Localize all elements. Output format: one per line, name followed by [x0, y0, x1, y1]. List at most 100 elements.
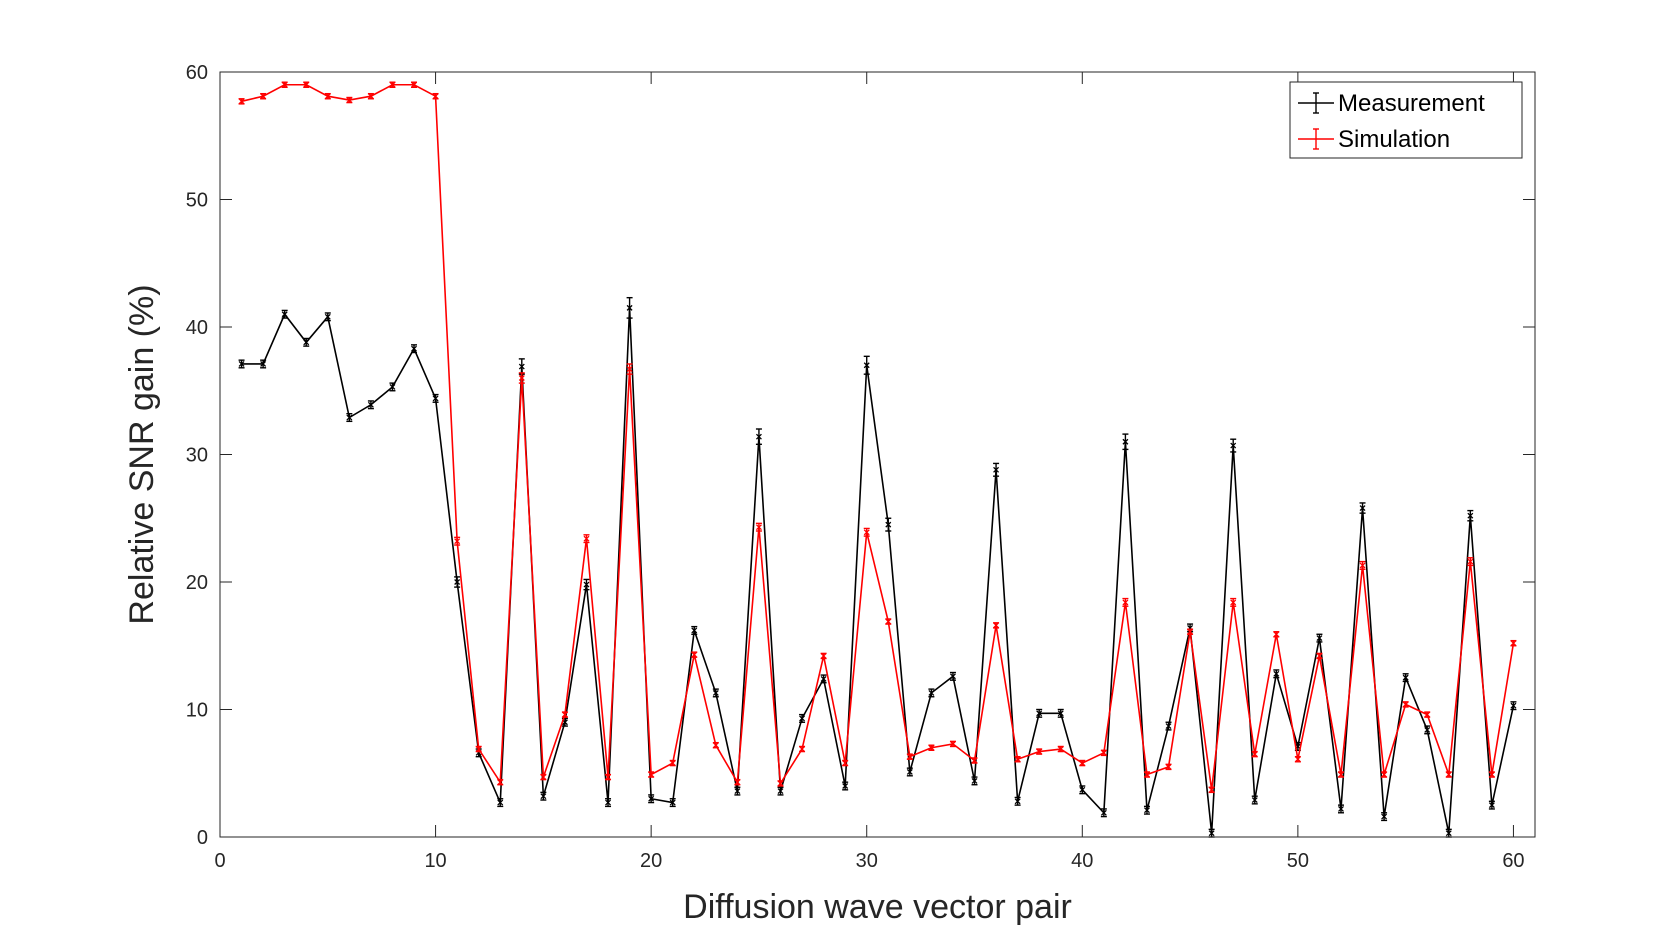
data-point	[1100, 809, 1107, 816]
data-point	[885, 618, 892, 625]
data-point	[1445, 830, 1452, 837]
data-point	[799, 715, 806, 722]
data-point	[1316, 652, 1323, 659]
data-point	[389, 383, 396, 390]
data-point	[518, 363, 525, 370]
data-point	[755, 524, 762, 531]
y-tick-label: 0	[197, 827, 208, 849]
data-point	[324, 93, 331, 100]
data-point	[1251, 797, 1258, 803]
x-tick-label: 40	[1071, 850, 1093, 872]
data-point	[324, 313, 331, 320]
data-point	[475, 746, 482, 752]
data-point	[1510, 640, 1517, 647]
data-point	[1057, 710, 1064, 717]
data-point	[1230, 599, 1237, 606]
data-point	[1079, 760, 1086, 767]
data-point	[1445, 771, 1452, 778]
data-point	[1122, 438, 1129, 445]
series-simulation	[238, 81, 1517, 794]
data-point	[777, 788, 784, 795]
data-point	[1273, 631, 1280, 638]
data-point	[1144, 771, 1150, 778]
data-point	[260, 361, 267, 367]
data-point	[669, 799, 676, 806]
data-point	[1402, 701, 1409, 708]
data-point	[1251, 751, 1258, 758]
data-point	[1273, 670, 1280, 677]
data-point	[1165, 763, 1172, 770]
data-point	[281, 81, 288, 88]
data-point	[1014, 798, 1021, 805]
data-point	[238, 361, 245, 367]
data-point	[303, 81, 310, 88]
data-point	[1165, 723, 1172, 730]
data-point	[906, 769, 913, 775]
legend-label-simulation: Simulation	[1338, 126, 1450, 153]
series-line-measurement	[241, 307, 1515, 834]
x-tick-label: 0	[214, 850, 225, 872]
data-point	[1402, 674, 1409, 681]
data-point	[712, 689, 719, 696]
data-point	[755, 433, 762, 440]
data-point	[432, 395, 439, 402]
data-point	[734, 779, 741, 786]
y-tick-label: 10	[186, 700, 208, 722]
legend-box	[1289, 81, 1523, 159]
axes-layer: 0 10 20 30 40 50 60 0 10 20 30 40 50 60	[186, 62, 1536, 872]
y-tick-label: 60	[186, 62, 208, 84]
data-point	[1100, 749, 1107, 756]
data-point	[949, 673, 956, 680]
data-point	[1144, 807, 1150, 814]
y-tick-label: 30	[186, 445, 208, 467]
legend-label-measurement: Measurement	[1338, 90, 1485, 117]
data-point	[1057, 746, 1064, 752]
data-point	[497, 779, 504, 786]
data-point	[454, 538, 461, 545]
data-point	[540, 793, 547, 800]
data-point	[1381, 813, 1388, 820]
data-point	[1488, 771, 1495, 778]
data-point	[1294, 756, 1301, 763]
data-point	[389, 81, 396, 88]
data-point	[949, 740, 956, 747]
data-point	[928, 744, 935, 751]
data-point	[1338, 805, 1344, 812]
series-layer	[238, 81, 1517, 838]
data-point	[820, 652, 827, 659]
y-tick-label: 20	[186, 572, 208, 594]
data-point	[454, 579, 461, 585]
data-point	[1036, 748, 1043, 755]
x-tick-label: 30	[856, 850, 878, 872]
y-tick-label: 50	[186, 190, 208, 212]
data-point	[1467, 512, 1474, 519]
plot-area	[220, 72, 1535, 837]
data-point	[993, 622, 1000, 629]
x-tick-label: 60	[1502, 850, 1524, 872]
data-point	[842, 760, 849, 767]
data-point	[1014, 756, 1021, 763]
data-point	[583, 581, 590, 588]
data-point	[518, 375, 525, 381]
data-point	[820, 675, 827, 682]
data-point	[303, 339, 310, 346]
data-point	[734, 788, 741, 795]
data-point	[1510, 702, 1517, 709]
data-point	[928, 689, 935, 696]
data-point	[238, 98, 245, 105]
y-axis-title: Relative SNR gain (%)	[123, 284, 161, 624]
data-point	[346, 414, 353, 421]
x-tick-label: 50	[1287, 850, 1309, 872]
legend: Measurement Simulation	[1289, 81, 1523, 159]
data-point	[1381, 771, 1388, 778]
data-point	[540, 774, 547, 781]
x-tick-label: 20	[640, 850, 662, 872]
data-point	[367, 93, 374, 100]
data-point	[411, 345, 417, 352]
data-point	[497, 799, 504, 806]
data-point	[993, 466, 1000, 473]
data-point	[1338, 771, 1344, 778]
data-point	[885, 521, 892, 528]
data-point	[1467, 558, 1474, 565]
